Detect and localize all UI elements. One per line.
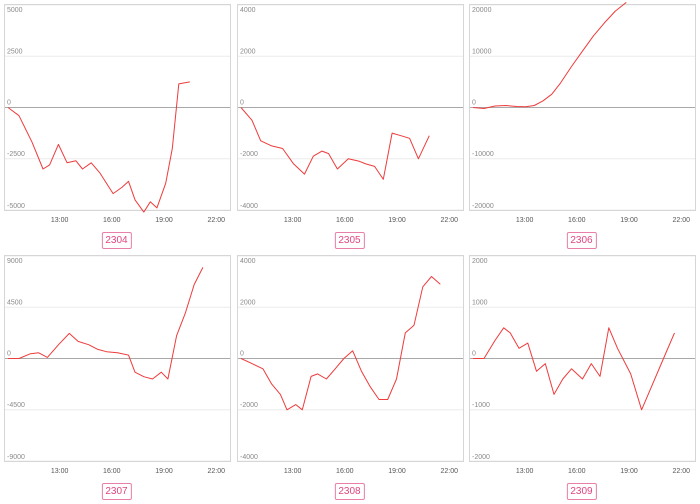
chart-svg: 20000 10000 0 -10000 -20000 13:00 16:00 19:00 22… — [469, 2, 696, 224]
x-tick-label: 19:00 — [155, 468, 173, 475]
y-tick-label: -1000 — [472, 402, 490, 409]
x-tick-label: 22:00 — [672, 468, 690, 475]
series-line — [473, 327, 675, 411]
series-line — [8, 267, 204, 380]
x-tick-label: 13:00 — [284, 217, 302, 224]
series-line — [240, 276, 441, 411]
chart-panel-2305: 4000 2000 0 -2000 -4000 13:00 16:00 19:00 22:00 2… — [237, 4, 464, 250]
y-tick-label: -9000 — [7, 454, 25, 461]
y-tick-label: 1000 — [472, 299, 488, 306]
y-tick-label: -2500 — [7, 151, 25, 158]
y-tick-label: -4000 — [240, 203, 258, 210]
chart-svg: 2000 1000 0 -1000 -2000 13:00 16:00 19:00 22:00 — [469, 255, 696, 475]
x-tick-label: 16:00 — [103, 468, 121, 475]
x-tick-label: 22:00 — [440, 468, 458, 475]
x-tick-label: 22:00 — [440, 217, 458, 224]
chart-name-badge: 2307 — [101, 483, 132, 500]
y-tick-label: 4500 — [7, 299, 23, 306]
plot-frame — [469, 4, 696, 211]
x-tick-label: 16:00 — [336, 217, 354, 224]
y-tick-label: -5000 — [7, 203, 25, 210]
x-tick-label: 16:00 — [103, 217, 121, 224]
plot-frame — [469, 255, 696, 462]
x-tick-label: 13:00 — [516, 217, 534, 224]
chart-panel-2309: 2000 1000 0 -1000 -2000 13:00 16:00 19:00 22:00 2… — [469, 255, 696, 501]
chart-name-badge: 2308 — [334, 483, 365, 500]
x-tick-label: 19:00 — [388, 217, 406, 224]
x-tick-label: 22:00 — [672, 217, 690, 224]
plot-frame — [237, 255, 464, 462]
plot-frame — [237, 4, 464, 211]
chart-name-badge: 2304 — [101, 232, 132, 249]
chart-panel-2306: 20000 10000 0 -10000 -20000 13:00 16:00 19:00 22… — [469, 2, 696, 250]
y-tick-label: 0 — [240, 100, 244, 107]
y-tick-label: -4500 — [7, 402, 25, 409]
plot-frame — [4, 4, 231, 211]
x-tick-label: 16:00 — [568, 468, 586, 475]
y-tick-label: -2000 — [240, 151, 258, 158]
chart-svg: 9000 4500 0 -4500 -9000 13:00 16:00 19:00 22:00 — [4, 255, 231, 475]
y-tick-label: 5000 — [7, 7, 23, 14]
x-tick-label: 22:00 — [207, 468, 225, 475]
y-tick-label: 2500 — [7, 48, 23, 55]
y-tick-label: 2000 — [472, 258, 488, 265]
y-tick-label: 2000 — [240, 299, 256, 306]
y-tick-label: 9000 — [7, 258, 23, 265]
chart-svg: 4000 2000 0 -2000 -4000 13:00 16:00 19:00 22:00 — [237, 4, 464, 224]
chart-name-badge: 2306 — [566, 232, 597, 249]
y-tick-label: -10000 — [472, 151, 494, 158]
y-tick-label: -2000 — [240, 402, 258, 409]
y-tick-label: -2000 — [472, 454, 490, 461]
chart-name-badge: 2309 — [566, 483, 597, 500]
x-tick-label: 16:00 — [336, 468, 354, 475]
y-tick-label: 2000 — [240, 48, 256, 55]
x-tick-label: 22:00 — [207, 217, 225, 224]
chart-panel-2308: 4000 2000 0 -2000 -4000 13:00 16:00 19:00 22:00 2… — [237, 255, 464, 501]
y-tick-label: 4000 — [240, 7, 256, 14]
y-tick-label: -4000 — [240, 454, 258, 461]
chart-panel-2307: 9000 4500 0 -4500 -9000 13:00 16:00 19:00 22:00 2… — [4, 255, 231, 501]
plot-frame — [4, 255, 231, 462]
y-tick-label: 0 — [472, 100, 476, 107]
series-line — [7, 81, 190, 213]
y-tick-label: 0 — [7, 351, 11, 358]
y-tick-label: 0 — [240, 351, 244, 358]
chart-name-badge: 2305 — [334, 232, 365, 249]
y-tick-label: 20000 — [472, 7, 492, 14]
chart-panel-2304: 5000 2500 0 -2500 -5000 13:00 16:00 19:00 22:00 2… — [4, 4, 231, 250]
series-line — [472, 2, 627, 109]
y-tick-label: 0 — [7, 100, 11, 107]
x-tick-label: 13:00 — [51, 468, 69, 475]
x-tick-label: 13:00 — [51, 217, 69, 224]
y-tick-label: 4000 — [240, 258, 256, 265]
chart-svg: 5000 2500 0 -2500 -5000 13:00 16:00 19:00 22:00 — [4, 4, 231, 224]
x-tick-label: 19:00 — [155, 217, 173, 224]
series-line — [240, 107, 430, 180]
chart-svg: 4000 2000 0 -2000 -4000 13:00 16:00 19:00 22:00 — [237, 255, 464, 475]
x-tick-label: 16:00 — [568, 217, 586, 224]
y-tick-label: 0 — [472, 351, 476, 358]
x-tick-label: 19:00 — [620, 217, 638, 224]
x-tick-label: 13:00 — [516, 468, 534, 475]
x-tick-label: 19:00 — [620, 468, 638, 475]
y-tick-label: -20000 — [472, 203, 494, 210]
x-tick-label: 13:00 — [284, 468, 302, 475]
y-tick-label: 10000 — [472, 48, 492, 55]
x-tick-label: 19:00 — [388, 468, 406, 475]
